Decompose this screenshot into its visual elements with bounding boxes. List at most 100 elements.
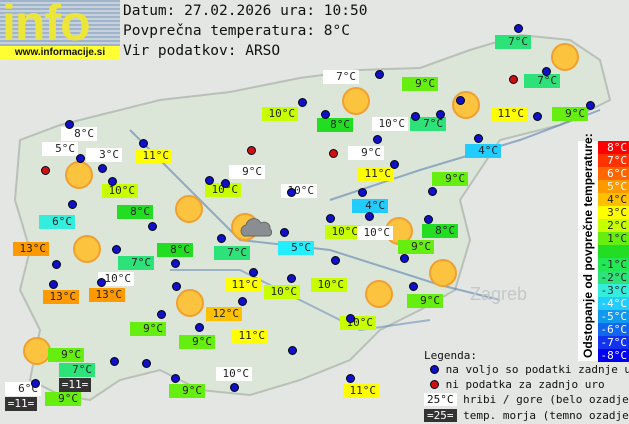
station-dot-icon — [287, 188, 296, 197]
station-dot-icon — [287, 274, 296, 283]
station-temperature: 11°C — [343, 384, 379, 398]
data-source: Vir podatkov: ARSO — [123, 43, 281, 59]
station-temperature: 9°C — [45, 392, 81, 406]
station-temperature: 9°C — [552, 107, 588, 121]
sun-icon — [175, 195, 203, 223]
station-temperature: 10°C — [325, 225, 361, 239]
blue-dot-icon — [430, 365, 439, 374]
station-temperature: 8°C — [422, 224, 458, 238]
scale-row: -5°C — [598, 310, 629, 323]
station-temperature: 9°C — [348, 146, 384, 160]
station-dot-icon — [428, 187, 437, 196]
station-temperature: 9°C — [398, 240, 434, 254]
station-dot-icon — [474, 134, 483, 143]
legend-mountain-sample: 25°C — [424, 393, 457, 406]
station-dot-icon — [411, 112, 420, 121]
sun-icon — [342, 87, 370, 115]
sea-temperature: =11= — [5, 397, 37, 411]
station-dot-icon — [148, 222, 157, 231]
station-dot-icon — [217, 234, 226, 243]
station-temperature: 10°C — [372, 117, 408, 131]
station-dot-icon — [514, 24, 523, 33]
logo-url[interactable]: www.informacije.si — [0, 46, 120, 60]
sun-icon — [551, 43, 579, 71]
station-temperature: 7°C — [323, 70, 359, 84]
scale-row: 6°C — [598, 167, 629, 180]
station-temperature: 3°C — [86, 148, 122, 162]
station-missing-dot-icon — [329, 149, 338, 158]
station-temperature: 9°C — [407, 294, 443, 308]
station-dot-icon — [533, 112, 542, 121]
station-temperature: 4°C — [352, 199, 388, 213]
scale-row: 3°C — [598, 206, 629, 219]
scale-row: 7°C — [598, 154, 629, 167]
station-temperature: 9°C — [229, 165, 265, 179]
sun-icon — [176, 289, 204, 317]
station-temperature: 11°C — [232, 329, 268, 343]
station-temperature: 10°C — [311, 278, 347, 292]
station-dot-icon — [157, 310, 166, 319]
station-temperature: 7°C — [524, 74, 560, 88]
station-dot-icon — [390, 160, 399, 169]
station-dot-icon — [108, 177, 117, 186]
station-temperature: 7°C — [410, 117, 446, 131]
station-dot-icon — [98, 164, 107, 173]
station-temperature: 13°C — [43, 290, 79, 304]
station-dot-icon — [288, 346, 297, 355]
station-temperature: 7°C — [495, 35, 531, 49]
station-temperature: 8°C — [61, 127, 97, 141]
station-dot-icon — [400, 254, 409, 263]
station-dot-icon — [49, 280, 58, 289]
station-dot-icon — [375, 70, 384, 79]
station-dot-icon — [230, 383, 239, 392]
station-dot-icon — [238, 297, 247, 306]
station-dot-icon — [142, 359, 151, 368]
station-temperature: 5°C — [278, 241, 314, 255]
river — [170, 269, 431, 332]
scale-row: -3°C — [598, 284, 629, 297]
station-missing-dot-icon — [41, 166, 50, 175]
station-dot-icon — [436, 110, 445, 119]
station-dot-icon — [409, 282, 418, 291]
scale-row: -2°C — [598, 271, 629, 284]
sea-temperature: =11= — [59, 378, 91, 392]
scale-row: -4°C — [598, 297, 629, 310]
station-temperature: 10°C — [98, 272, 134, 286]
station-dot-icon — [205, 176, 214, 185]
scale-row: -1°C — [598, 258, 629, 271]
station-dot-icon — [68, 200, 77, 209]
station-dot-icon — [97, 278, 106, 287]
station-dot-icon — [172, 282, 181, 291]
station-temperature: 11°C — [225, 278, 261, 292]
scale-row: 8°C — [598, 141, 629, 154]
station-temperature: 9°C — [169, 384, 205, 398]
station-dot-icon — [65, 120, 74, 129]
logo[interactable]: info www.informacije.si — [0, 0, 120, 60]
station-dot-icon — [326, 214, 335, 223]
station-temperature: 10°C — [357, 226, 393, 240]
station-dot-icon — [346, 374, 355, 383]
scale-row — [598, 245, 629, 258]
cloud-icon — [238, 218, 273, 242]
station-temperature: 11°C — [358, 167, 394, 181]
legend-sea: temp. morja (temno ozadje) — [463, 409, 629, 422]
station-dot-icon — [171, 259, 180, 268]
station-dot-icon — [456, 96, 465, 105]
sun-icon — [429, 259, 457, 287]
scale-row: -6°C — [598, 323, 629, 336]
station-dot-icon — [221, 179, 230, 188]
scale-row: 4°C — [598, 193, 629, 206]
legend-mountain: hribi / gore (belo ozadje) — [463, 393, 629, 406]
station-dot-icon — [373, 135, 382, 144]
station-dot-icon — [331, 256, 340, 265]
scale-title: Odstopanje od povprečne temperature: — [578, 133, 598, 361]
station-temperature: 5°C — [42, 142, 78, 156]
station-dot-icon — [280, 228, 289, 237]
station-temperature: 9°C — [402, 77, 438, 91]
sun-icon — [23, 337, 51, 365]
station-temperature: 8°C — [317, 118, 353, 132]
station-temperature: 8°C — [117, 205, 153, 219]
station-temperature: 13°C — [13, 242, 49, 256]
station-missing-dot-icon — [509, 75, 518, 84]
station-temperature: 11°C — [491, 107, 527, 121]
